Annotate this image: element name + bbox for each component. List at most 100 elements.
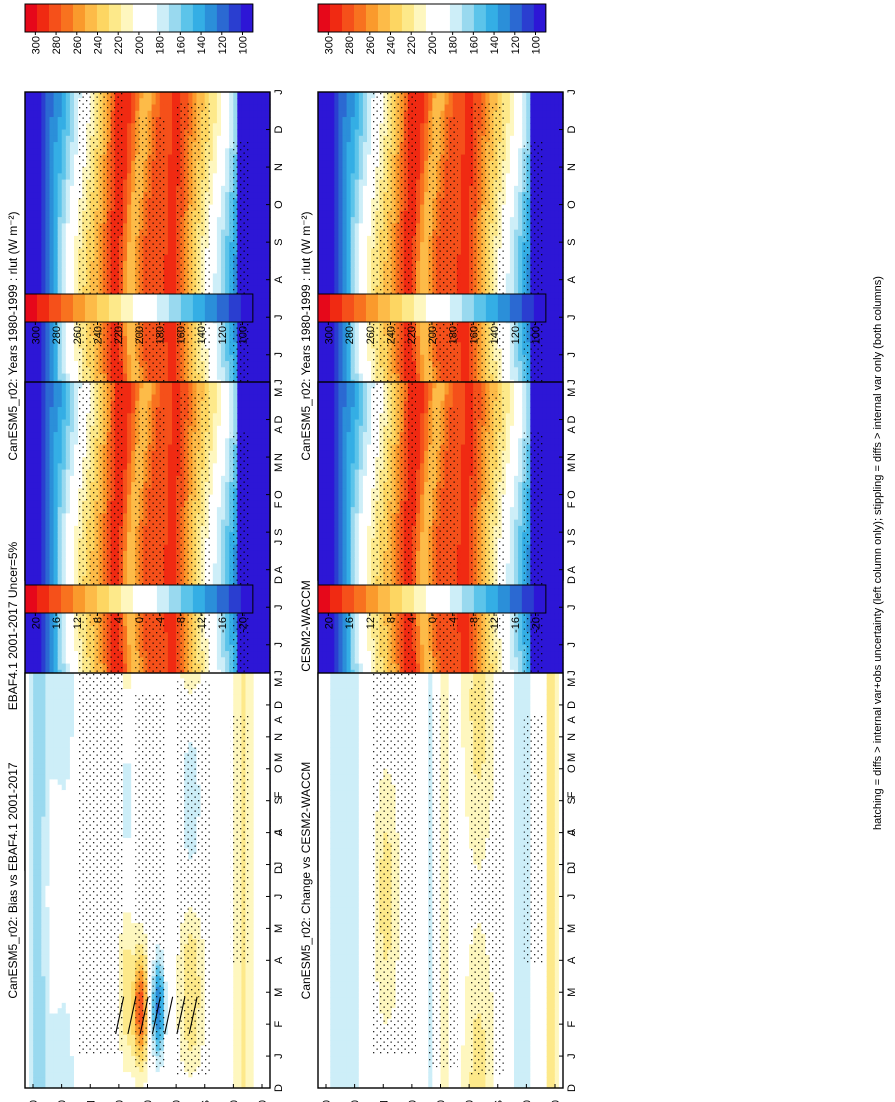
heatmap-cell [45,273,50,280]
heatmap-cell [41,349,46,356]
heatmap-cell [131,255,136,262]
heatmap-cell [41,167,46,174]
heatmap-cell [54,242,59,249]
heatmap-cell [33,98,38,105]
heatmap-cell [25,374,30,381]
heatmap-cell [45,230,50,237]
heatmap-cell [50,130,55,137]
heatmap-cell [45,98,50,105]
heatmap-cell [50,142,55,149]
heatmap-cell [123,142,128,149]
heatmap-cell [37,280,42,287]
heatmap-cell [62,148,67,155]
heatmap-cell [131,223,136,230]
heatmap-cell [50,173,55,180]
heatmap-cell [54,180,59,187]
heatmap-cell [74,136,79,143]
heatmap-cell [66,223,71,230]
heatmap-cell [33,111,38,118]
heatmap-cell [50,205,55,212]
heatmap-cell [127,223,132,230]
heatmap-cell [123,98,128,105]
heatmap-cell [74,167,79,174]
heatmap-cell [37,117,42,124]
heatmap-cell [66,267,71,274]
heatmap-cell [50,223,55,230]
heatmap-cell [58,186,63,193]
heatmap-cell [25,342,30,349]
heatmap-cell [25,192,30,199]
heatmap-cell [131,148,136,155]
heatmap-cell [54,167,59,174]
heatmap-cell [127,123,132,130]
heatmap-cell [62,205,67,212]
heatmap-cell [29,105,34,112]
heatmap-cell [29,198,34,205]
heatmap-cell [131,192,136,199]
heatmap-cell [66,286,71,293]
heatmap-cell [54,355,59,362]
heatmap-cell [62,111,67,118]
heatmap-cell [45,186,50,193]
heatmap-cell [74,161,79,168]
heatmap-cell [29,98,34,105]
heatmap-cell [70,142,75,149]
heatmap-cell [29,267,34,274]
heatmap-cell [70,261,75,268]
heatmap-cell [131,161,136,168]
heatmap-cell [25,255,30,262]
heatmap-cell [29,261,34,268]
heatmap-cell [54,130,59,137]
heatmap-cell [50,92,55,99]
heatmap-cell [37,167,42,174]
heatmap-cell [25,111,30,118]
heatmap-cell [66,355,71,362]
heatmap-cell [45,173,50,180]
heatmap-cell [29,211,34,218]
heatmap-cell [123,223,128,230]
heatmap-cell [45,198,50,205]
heatmap-cell [41,161,46,168]
heatmap-cell [123,349,128,356]
heatmap-cell [66,186,71,193]
heatmap-cell [54,261,59,268]
heatmap-cell [37,211,42,218]
heatmap-cell [25,223,30,230]
heatmap-cell [33,105,38,112]
heatmap-cell [131,142,136,149]
heatmap-cell [37,98,42,105]
heatmap-cell [41,205,46,212]
heatmap-cell [58,198,63,205]
heatmap-cell [25,217,30,224]
heatmap-cell [25,367,30,374]
heatmap-cell [50,161,55,168]
heatmap-cell [25,323,30,330]
heatmap-cell [62,217,67,224]
heatmap-cell [123,236,128,243]
heatmap-cell [127,148,132,155]
heatmap-cell [62,155,67,162]
heatmap-cell [33,186,38,193]
heatmap-cell [58,180,63,187]
heatmap-cell [58,142,63,149]
heatmap-cell [33,173,38,180]
heatmap-cell [33,161,38,168]
heatmap-cell [62,280,67,287]
heatmap-cell [131,167,136,174]
heatmap-cell [50,148,55,155]
heatmap-cell [29,161,34,168]
heatmap-cell [58,280,63,287]
heatmap-cell [131,136,136,143]
heatmap-cell [45,161,50,168]
heatmap-cell [45,211,50,218]
heatmap-cell [45,242,50,249]
heatmap-cell [131,355,136,362]
heatmap-cell [54,111,59,118]
heatmap-cell [33,223,38,230]
heatmap-cell [37,230,42,237]
heatmap-cell [45,374,50,381]
heatmap-cell [131,248,136,255]
heatmap-cell [70,155,75,162]
heatmap-cell [70,217,75,224]
heatmap-cell [74,280,79,287]
